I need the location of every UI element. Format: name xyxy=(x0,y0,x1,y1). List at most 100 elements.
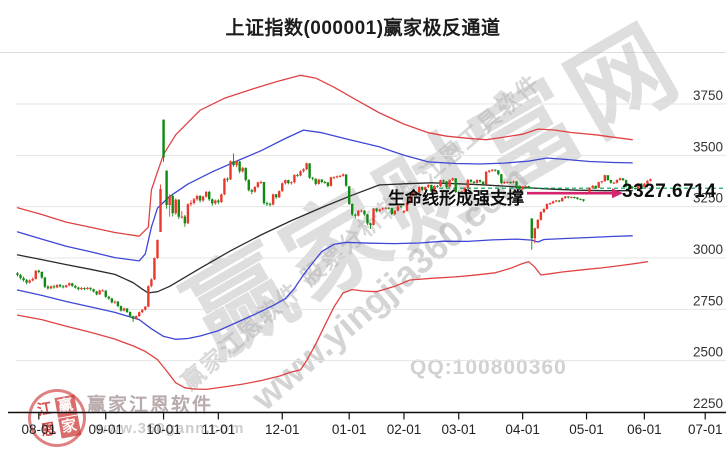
candle xyxy=(74,285,77,288)
candle xyxy=(466,179,470,188)
candle xyxy=(530,218,533,239)
candle xyxy=(430,184,433,192)
candle xyxy=(408,195,412,203)
candle xyxy=(539,212,543,220)
candle xyxy=(198,195,202,201)
candle xyxy=(290,182,293,184)
candle xyxy=(89,287,92,290)
candle xyxy=(591,185,594,188)
y-axis-label: 3500 xyxy=(693,139,723,154)
candle xyxy=(110,298,114,303)
candle xyxy=(551,201,555,204)
x-axis-label: 06-01 xyxy=(627,422,662,437)
candle xyxy=(116,301,120,307)
candle xyxy=(509,182,512,184)
x-axis-label: 09-01 xyxy=(88,422,123,437)
x-axis-label: 08-01 xyxy=(22,422,57,437)
candle xyxy=(627,186,631,188)
candle xyxy=(557,200,561,202)
candle xyxy=(238,161,241,172)
candle xyxy=(317,179,320,184)
x-axis-label: 02-01 xyxy=(387,422,422,437)
candle xyxy=(484,171,488,185)
candle xyxy=(101,290,104,292)
candle xyxy=(533,228,537,239)
candle xyxy=(554,200,558,202)
candle xyxy=(414,191,418,193)
candle xyxy=(378,209,381,212)
candle xyxy=(49,286,53,289)
candle xyxy=(19,275,22,279)
candle xyxy=(37,270,41,272)
candle xyxy=(220,194,223,203)
candle xyxy=(570,197,573,199)
title-separator xyxy=(0,52,726,53)
candle xyxy=(606,175,610,180)
x-axis-label: 11-01 xyxy=(202,422,236,437)
candle xyxy=(600,181,603,183)
candle xyxy=(478,179,482,182)
support-annotation-value: 3327.6714 xyxy=(622,181,717,202)
candle xyxy=(138,312,141,317)
candle xyxy=(150,279,153,287)
candle xyxy=(189,202,193,205)
candle xyxy=(615,179,619,183)
candle xyxy=(40,271,44,278)
x-axis-label: 01-01 xyxy=(332,422,367,437)
candle xyxy=(22,278,25,281)
candle xyxy=(338,175,342,177)
candle xyxy=(250,190,254,192)
candle xyxy=(80,287,83,290)
candle xyxy=(128,312,132,317)
candle xyxy=(329,177,333,186)
candle xyxy=(326,182,330,186)
candle xyxy=(445,181,448,187)
candle xyxy=(448,179,451,187)
candle xyxy=(512,181,515,183)
candle xyxy=(235,161,238,166)
candle xyxy=(168,195,171,206)
candle xyxy=(515,181,518,186)
candle xyxy=(573,197,576,199)
candle xyxy=(241,167,244,172)
candle xyxy=(390,208,393,215)
candle xyxy=(424,186,427,190)
candle xyxy=(335,176,339,178)
candle xyxy=(302,169,305,172)
candle xyxy=(64,285,68,288)
candle xyxy=(387,207,390,209)
candle xyxy=(463,187,467,192)
candle xyxy=(16,273,19,276)
candle xyxy=(421,186,424,190)
candle xyxy=(536,219,540,229)
candle xyxy=(25,280,28,283)
candle xyxy=(86,287,89,290)
candle xyxy=(314,178,317,184)
candle xyxy=(393,210,397,215)
candle xyxy=(159,189,162,232)
y-axis-label: 3000 xyxy=(693,242,723,257)
y-axis-label: 2750 xyxy=(693,293,723,308)
candle xyxy=(68,283,71,286)
candle xyxy=(497,170,500,175)
candle xyxy=(494,169,497,171)
candle xyxy=(354,214,357,216)
candle xyxy=(171,195,174,214)
candle xyxy=(156,239,159,258)
candle xyxy=(293,175,296,183)
candle xyxy=(357,210,360,216)
candle xyxy=(183,216,187,224)
candle xyxy=(460,191,463,193)
candle xyxy=(226,178,229,180)
candle xyxy=(83,287,86,290)
candle xyxy=(545,203,549,209)
candle xyxy=(320,179,323,183)
candle xyxy=(180,216,184,218)
lower-red-channel-line xyxy=(16,261,649,391)
candle xyxy=(399,206,403,208)
candle xyxy=(217,200,220,203)
candle xyxy=(341,174,345,176)
candle xyxy=(475,179,479,183)
x-axis-label: 04-01 xyxy=(505,422,540,437)
